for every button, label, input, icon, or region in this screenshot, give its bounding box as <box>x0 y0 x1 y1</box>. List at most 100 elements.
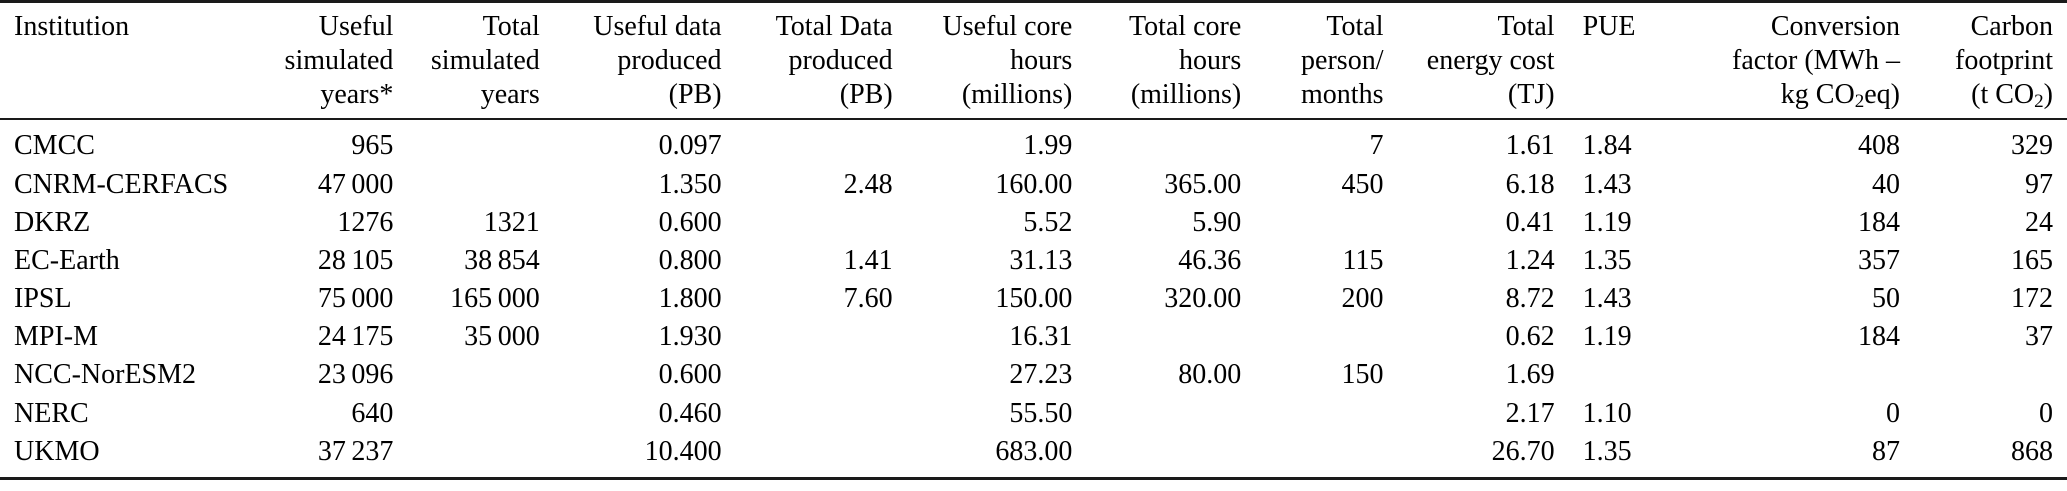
table-row: MPI-M 24 175 35 000 1.930 16.31 0.62 1.19 184 37 <box>0 318 2067 356</box>
cell-useful-core-hours: 1.99 <box>1023 130 1073 162</box>
cell-total-core-hours: 46.36 <box>1178 244 1242 276</box>
cell-useful-core-hours: 31.13 <box>1009 244 1073 276</box>
cell-total-data-pb <box>735 432 907 480</box>
cell-carbon-footprint <box>1914 356 2067 394</box>
table-row: NERC 640 0.460 55.50 2.17 1.10 0 0 <box>0 395 2067 433</box>
cell-useful-core-hours: 16.31 <box>1009 321 1073 353</box>
column-header-line: simulated <box>430 45 540 77</box>
cell-conversion-factor: 357 <box>1857 244 1900 276</box>
column-header-line: hours <box>1179 45 1242 77</box>
cell-institution: UKMO <box>0 432 260 480</box>
cell-conversion-factor: 40 <box>1871 168 1900 200</box>
cell-carbon-footprint: 165 <box>2011 244 2053 276</box>
cell-useful-sim-years: 640 <box>351 397 394 429</box>
cell-institution: MPI-M <box>14 321 99 353</box>
cell-total-core-hours <box>1086 432 1256 480</box>
cell-useful-core-hours: 683.00 <box>906 432 1087 480</box>
column-header-line: Useful <box>318 11 394 42</box>
cell-useful-core-hours: 150.00 <box>995 283 1073 315</box>
column-header-person-months: Total person/months <box>1255 0 1398 121</box>
cell-useful-core-hours: 5.52 <box>1023 206 1073 238</box>
cell-total-sim-years: 35 000 <box>464 321 540 353</box>
column-header-lines: PUE <box>1583 10 1667 112</box>
table-body: CMCC 965 0.097 1.99 7 1.61 1.84 408 329 CNRM-CERF… <box>0 119 2067 480</box>
cell-pue: 1.35 <box>1568 432 1681 480</box>
cell-useful-data-pb: 0.097 <box>658 130 722 162</box>
cell-conversion-factor: 50 <box>1871 283 1900 315</box>
column-header-lines: Total person/months <box>1269 10 1383 112</box>
cell-conversion-factor: 184 <box>1857 206 1900 238</box>
cell-useful-core-hours: 27.23 <box>1009 359 1073 391</box>
column-header-line: years* <box>320 79 394 111</box>
column-header-line: Total Data <box>775 11 893 42</box>
column-header-line: Total <box>1326 11 1384 42</box>
cell-conversion-factor: 408 <box>1857 130 1900 162</box>
column-header-line: years <box>480 79 540 111</box>
institution-metrics-table: Institution Useful simulated years* Total si… <box>0 0 2067 480</box>
column-header-line: Institution <box>14 11 130 42</box>
cell-useful-data-pb: 0.800 <box>658 244 722 276</box>
column-header-line <box>1583 44 1667 78</box>
cell-total-core-hours <box>1086 395 1255 433</box>
column-header-line: produced <box>617 45 722 77</box>
cell-total-energy-tj: 0.41 <box>1505 206 1555 238</box>
cell-total-sim-years: 38 854 <box>464 244 540 276</box>
column-header-line: (PB) <box>668 79 722 111</box>
cell-total-energy-tj: 1.61 <box>1505 130 1555 162</box>
cell-total-core-hours: 5.90 <box>1192 206 1242 238</box>
table-row: EC-Earth 28 105 38 854 0.800 1.41 31.13 46.36 1… <box>0 242 2067 280</box>
cell-total-data-pb: 2.48 <box>843 168 893 200</box>
column-header-line: (millions) <box>961 79 1073 111</box>
column-header-lines: Useful simulated years* <box>274 10 394 112</box>
cell-person-months: 450 <box>1341 168 1384 200</box>
cell-total-energy-tj: 1.24 <box>1505 244 1555 276</box>
column-header-line: months <box>1301 79 1384 111</box>
table-header-row: Institution Useful simulated years* Total si… <box>0 0 2067 121</box>
cell-total-sim-years <box>407 395 553 433</box>
cell-total-sim-years <box>407 356 553 394</box>
column-header-line: (millions) <box>1130 79 1242 111</box>
column-header-carbon-footprint: Carbon footprint (t CO2) <box>1913 0 2067 121</box>
cell-total-sim-years <box>407 432 554 480</box>
cell-total-data-pb: 7.60 <box>843 283 893 315</box>
cell-useful-data-pb: 0.600 <box>658 206 722 238</box>
column-header-line: person/ <box>1301 45 1384 77</box>
cell-useful-data-pb: 0.460 <box>658 397 722 429</box>
column-header-useful-sim-years: Useful simulated years* <box>259 0 408 121</box>
column-header-lines: Institution <box>14 10 246 112</box>
cell-useful-sim-years: 75 000 <box>317 283 394 315</box>
cell-carbon-footprint: 172 <box>2011 283 2053 315</box>
cell-total-energy-tj: 1.69 <box>1505 359 1555 391</box>
cell-carbon-footprint: 0 <box>2039 397 2053 429</box>
cell-total-data-pb <box>736 318 907 356</box>
cell-person-months: 115 <box>1342 244 1384 276</box>
cell-person-months: 200 <box>1341 283 1384 315</box>
column-header-line: produced <box>788 45 893 77</box>
cell-useful-data-pb: 10.400 <box>553 432 736 480</box>
cell-useful-sim-years: 28 105 <box>317 244 394 276</box>
cell-total-core-hours <box>1086 119 1255 165</box>
cell-carbon-footprint: 24 <box>2025 206 2053 238</box>
cell-pue <box>1569 356 1681 394</box>
column-header-line: (t CO2) <box>1971 79 2053 113</box>
cell-conversion-factor <box>1681 356 1914 394</box>
column-header-useful-core-hours: Useful core hours (millions) <box>906 0 1087 121</box>
column-header-total-sim-years: Total simulated years <box>407 0 554 121</box>
cell-carbon-footprint: 868 <box>1913 432 2067 480</box>
column-header-total-core-hours: Total core hours (millions) <box>1086 0 1256 121</box>
cell-total-core-hours: 80.00 <box>1178 359 1242 391</box>
column-header-line: (PB) <box>839 79 893 111</box>
cell-total-sim-years: 165 000 <box>450 283 540 315</box>
cell-person-months: 150 <box>1341 359 1384 391</box>
cell-useful-data-pb: 1.930 <box>658 321 722 353</box>
cell-institution: DKRZ <box>14 206 91 238</box>
cell-pue: 1.10 <box>1582 397 1632 429</box>
column-header-total-data-pb: Total Data produced (PB) <box>735 0 907 121</box>
cell-person-months <box>1255 318 1397 356</box>
cell-person-months <box>1255 432 1398 480</box>
cell-total-sim-years <box>407 166 553 204</box>
cell-total-energy-tj: 8.72 <box>1505 283 1555 315</box>
column-header-line: footprint <box>1955 45 2053 77</box>
column-header-line: hours <box>1010 45 1073 77</box>
